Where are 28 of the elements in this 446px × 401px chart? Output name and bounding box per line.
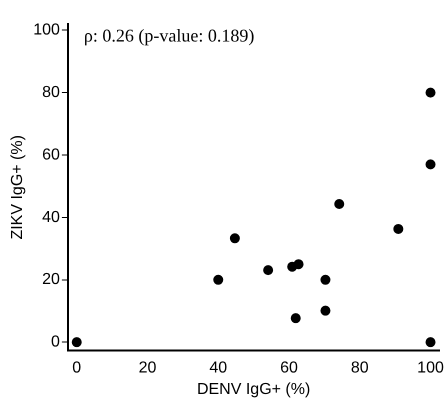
- point: [290, 313, 301, 324]
- y-axis-title: ZIKV IgG+ (%): [9, 135, 26, 240]
- x-tick-label: 40: [209, 360, 228, 377]
- x-axis-title: DENV IgG+ (%): [196, 380, 310, 398]
- x-tick-label: 0: [72, 360, 82, 377]
- x-tick-label: 100: [417, 360, 444, 377]
- point: [263, 265, 274, 276]
- annotation: ρ: 0.26 (p-value: 0.189): [84, 26, 254, 46]
- y-tick-label: 0: [50, 334, 60, 351]
- point: [393, 224, 404, 234]
- x-tick-label: 60: [280, 360, 298, 377]
- y-tick-label: 40: [42, 208, 60, 226]
- point: [294, 259, 304, 270]
- point: [426, 337, 436, 348]
- point: [426, 88, 436, 98]
- point: [426, 159, 436, 170]
- point: [213, 274, 224, 285]
- point: [230, 233, 240, 244]
- x-tick-label: 80: [350, 360, 369, 377]
- point: [320, 274, 330, 285]
- y-tick-label: 80: [42, 84, 60, 102]
- y-tick-label: 100: [33, 22, 60, 39]
- x-tick-label: 20: [138, 360, 156, 377]
- point: [334, 198, 344, 209]
- y-tick-label: 60: [42, 146, 60, 164]
- point: [72, 337, 82, 348]
- y-tick-label: 20: [42, 271, 60, 288]
- point: [320, 306, 330, 316]
